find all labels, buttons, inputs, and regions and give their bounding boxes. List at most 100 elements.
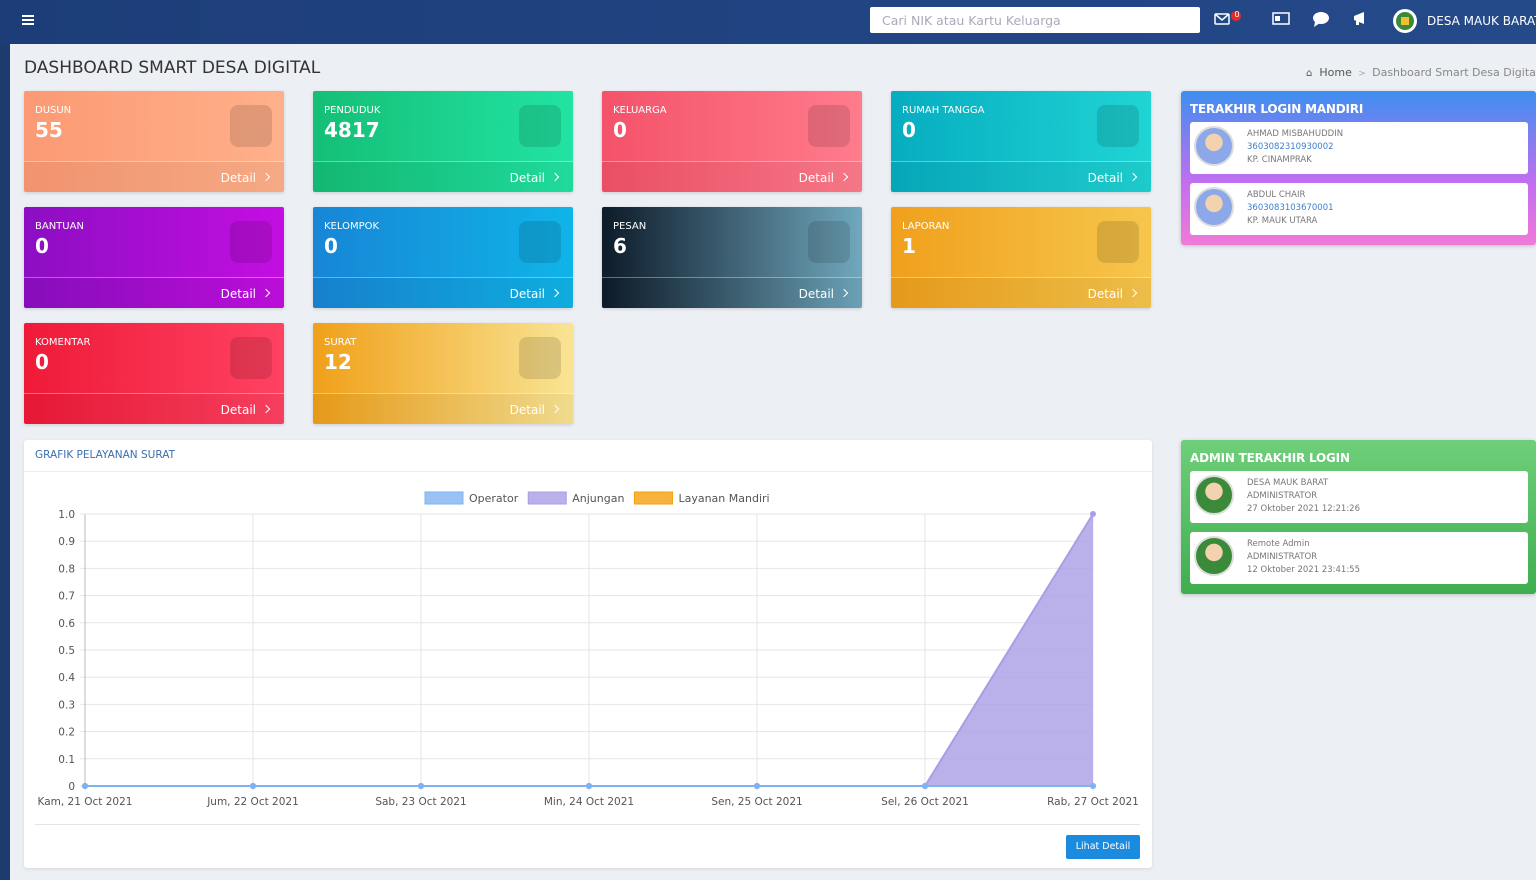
card-icon — [230, 105, 272, 147]
mail-badge: 0 — [1234, 10, 1240, 19]
card-value: 0 — [324, 234, 338, 258]
card-label: KOMENTAR — [35, 337, 91, 348]
y-tick-label: 0.3 — [58, 699, 75, 711]
card-value: 4817 — [324, 118, 380, 142]
entry-time: 12 Oktober 2021 23:41:55 — [1247, 565, 1360, 575]
card-divider — [891, 277, 1151, 278]
legend-label: Anjungan — [572, 492, 624, 505]
chat-icon[interactable] — [1312, 11, 1330, 27]
x-tick-label: Kam, 21 Oct 2021 — [38, 796, 133, 808]
area-fill — [85, 514, 1093, 786]
card-icon — [519, 221, 561, 263]
card-value: 0 — [35, 234, 49, 258]
data-point — [586, 783, 592, 789]
entry-role: ADMINISTRATOR — [1247, 491, 1318, 501]
card-link[interactable]: Detail — [220, 287, 256, 301]
stat-card: DUSUN 55 Detail — [24, 91, 284, 192]
card-link[interactable]: Detail — [1087, 171, 1123, 185]
login-entry: Remote Admin ADMINISTRATOR 12 Oktober 2021… — [1190, 532, 1528, 584]
card-label: SURAT — [324, 337, 357, 348]
card-footer-bg — [24, 162, 284, 192]
login-panel: ADMIN TERAKHIR LOGIN DESA MAUK BARAT ADMIN… — [1181, 440, 1536, 594]
stat-card: PESAN 6 Detail — [602, 207, 862, 308]
detail-button[interactable]: Lihat Detail — [1066, 835, 1140, 859]
card-footer-bg — [891, 278, 1151, 308]
entry-address: KP. CINAMPRAK — [1247, 155, 1312, 165]
menu-icon[interactable] — [22, 14, 36, 28]
card-footer-bg — [24, 394, 284, 424]
card-icon — [808, 105, 850, 147]
card-link[interactable]: Detail — [509, 403, 545, 417]
chart-title: GRAFIK PELAYANAN SURAT — [35, 449, 175, 461]
card-icon[interactable] — [1272, 12, 1290, 26]
y-tick-label: 0.8 — [58, 563, 75, 575]
card-icon — [519, 337, 561, 379]
card-divider — [602, 161, 862, 162]
card-link[interactable]: Detail — [798, 287, 834, 301]
data-point — [754, 783, 760, 789]
chart: 0 0.1 0.2 0.3 0.4 0.5 0.6 0.7 0.8 0.9 1.0 Kam, 21 O… — [38, 491, 1139, 808]
entry-name: Remote Admin — [1247, 539, 1310, 549]
legend-swatch — [527, 491, 567, 505]
legend-swatch — [633, 491, 673, 505]
login-entry: ABDUL CHAIR 3603083103670001 KP. MAUK UTAR… — [1190, 183, 1528, 235]
x-tick-label: Sab, 23 Oct 2021 — [375, 796, 466, 808]
card-link[interactable]: Detail — [1087, 287, 1123, 301]
stat-card: LAPORAN 1 Detail — [891, 207, 1151, 308]
entry-name: ABDUL CHAIR — [1247, 190, 1306, 200]
stat-card: KOMENTAR 0 Detail — [24, 323, 284, 424]
entry-time: 27 Oktober 2021 12:21:26 — [1247, 504, 1360, 514]
legend-label: Operator — [469, 492, 519, 505]
card-label: BANTUAN — [35, 221, 84, 232]
card-link[interactable]: Detail — [220, 403, 256, 417]
card-value: 1 — [902, 234, 916, 258]
mail-icon[interactable] — [1214, 10, 1246, 30]
card-label: PESAN — [613, 221, 647, 232]
page-title: DASHBOARD SMART DESA DIGITAL — [24, 58, 321, 78]
card-label: PENDUDUK — [324, 105, 381, 116]
entry-name: AHMAD MISBAHUDDIN — [1247, 129, 1344, 139]
card-value: 55 — [35, 118, 63, 142]
login-entry: AHMAD MISBAHUDDIN 3603082310930002 KP. CIN… — [1190, 122, 1528, 174]
legend-swatch — [424, 491, 464, 505]
breadcrumb: ⌂ Home > Dashboard Smart Desa Digital — [1306, 66, 1536, 79]
y-tick-label: 0.2 — [58, 727, 75, 739]
card-divider — [313, 161, 573, 162]
y-tick-label: 0.1 — [58, 754, 75, 766]
chart-panel: GRAFIK PELAYANAN SURAT Lihat Detail — [24, 440, 1152, 868]
card-divider — [24, 161, 284, 162]
card-value: 0 — [35, 350, 49, 374]
divider — [35, 824, 1140, 825]
card-icon — [1097, 221, 1139, 263]
announce-icon[interactable] — [1352, 11, 1370, 27]
card-value: 6 — [613, 234, 627, 258]
stat-card: SURAT 12 Detail — [313, 323, 573, 424]
y-tick-label: 0.9 — [58, 536, 75, 548]
card-footer-bg — [313, 394, 573, 424]
search-box[interactable]: Cari NIK atau Kartu Keluarga — [870, 7, 1200, 33]
card-footer-bg — [313, 162, 573, 192]
divider — [24, 471, 1152, 472]
stat-card: KELUARGA 0 Detail — [602, 91, 862, 192]
user-avatar[interactable] — [1393, 9, 1419, 35]
panel-title: ADMIN TERAKHIR LOGIN — [1190, 451, 1350, 465]
login-entry: DESA MAUK BARAT ADMINISTRATOR 27 Oktober 2… — [1190, 471, 1528, 523]
card-divider — [24, 393, 284, 394]
card-value: 12 — [324, 350, 352, 374]
card-icon — [1097, 105, 1139, 147]
card-link[interactable]: Detail — [509, 171, 545, 185]
entry-address: KP. MAUK UTARA — [1247, 216, 1318, 226]
breadcrumb-item[interactable]: Home — [1319, 66, 1352, 79]
user-name[interactable]: DESA MAUK BARAT — [1427, 14, 1536, 28]
card-divider — [602, 277, 862, 278]
card-value: 0 — [613, 118, 627, 142]
x-tick-label: Sel, 26 Oct 2021 — [881, 796, 969, 808]
y-tick-label: 0.7 — [58, 591, 75, 603]
card-icon — [519, 105, 561, 147]
card-link[interactable]: Detail — [509, 287, 545, 301]
card-divider — [313, 393, 573, 394]
stat-card: PENDUDUK 4817 Detail — [313, 91, 573, 192]
card-link[interactable]: Detail — [798, 171, 834, 185]
card-link[interactable]: Detail — [220, 171, 256, 185]
